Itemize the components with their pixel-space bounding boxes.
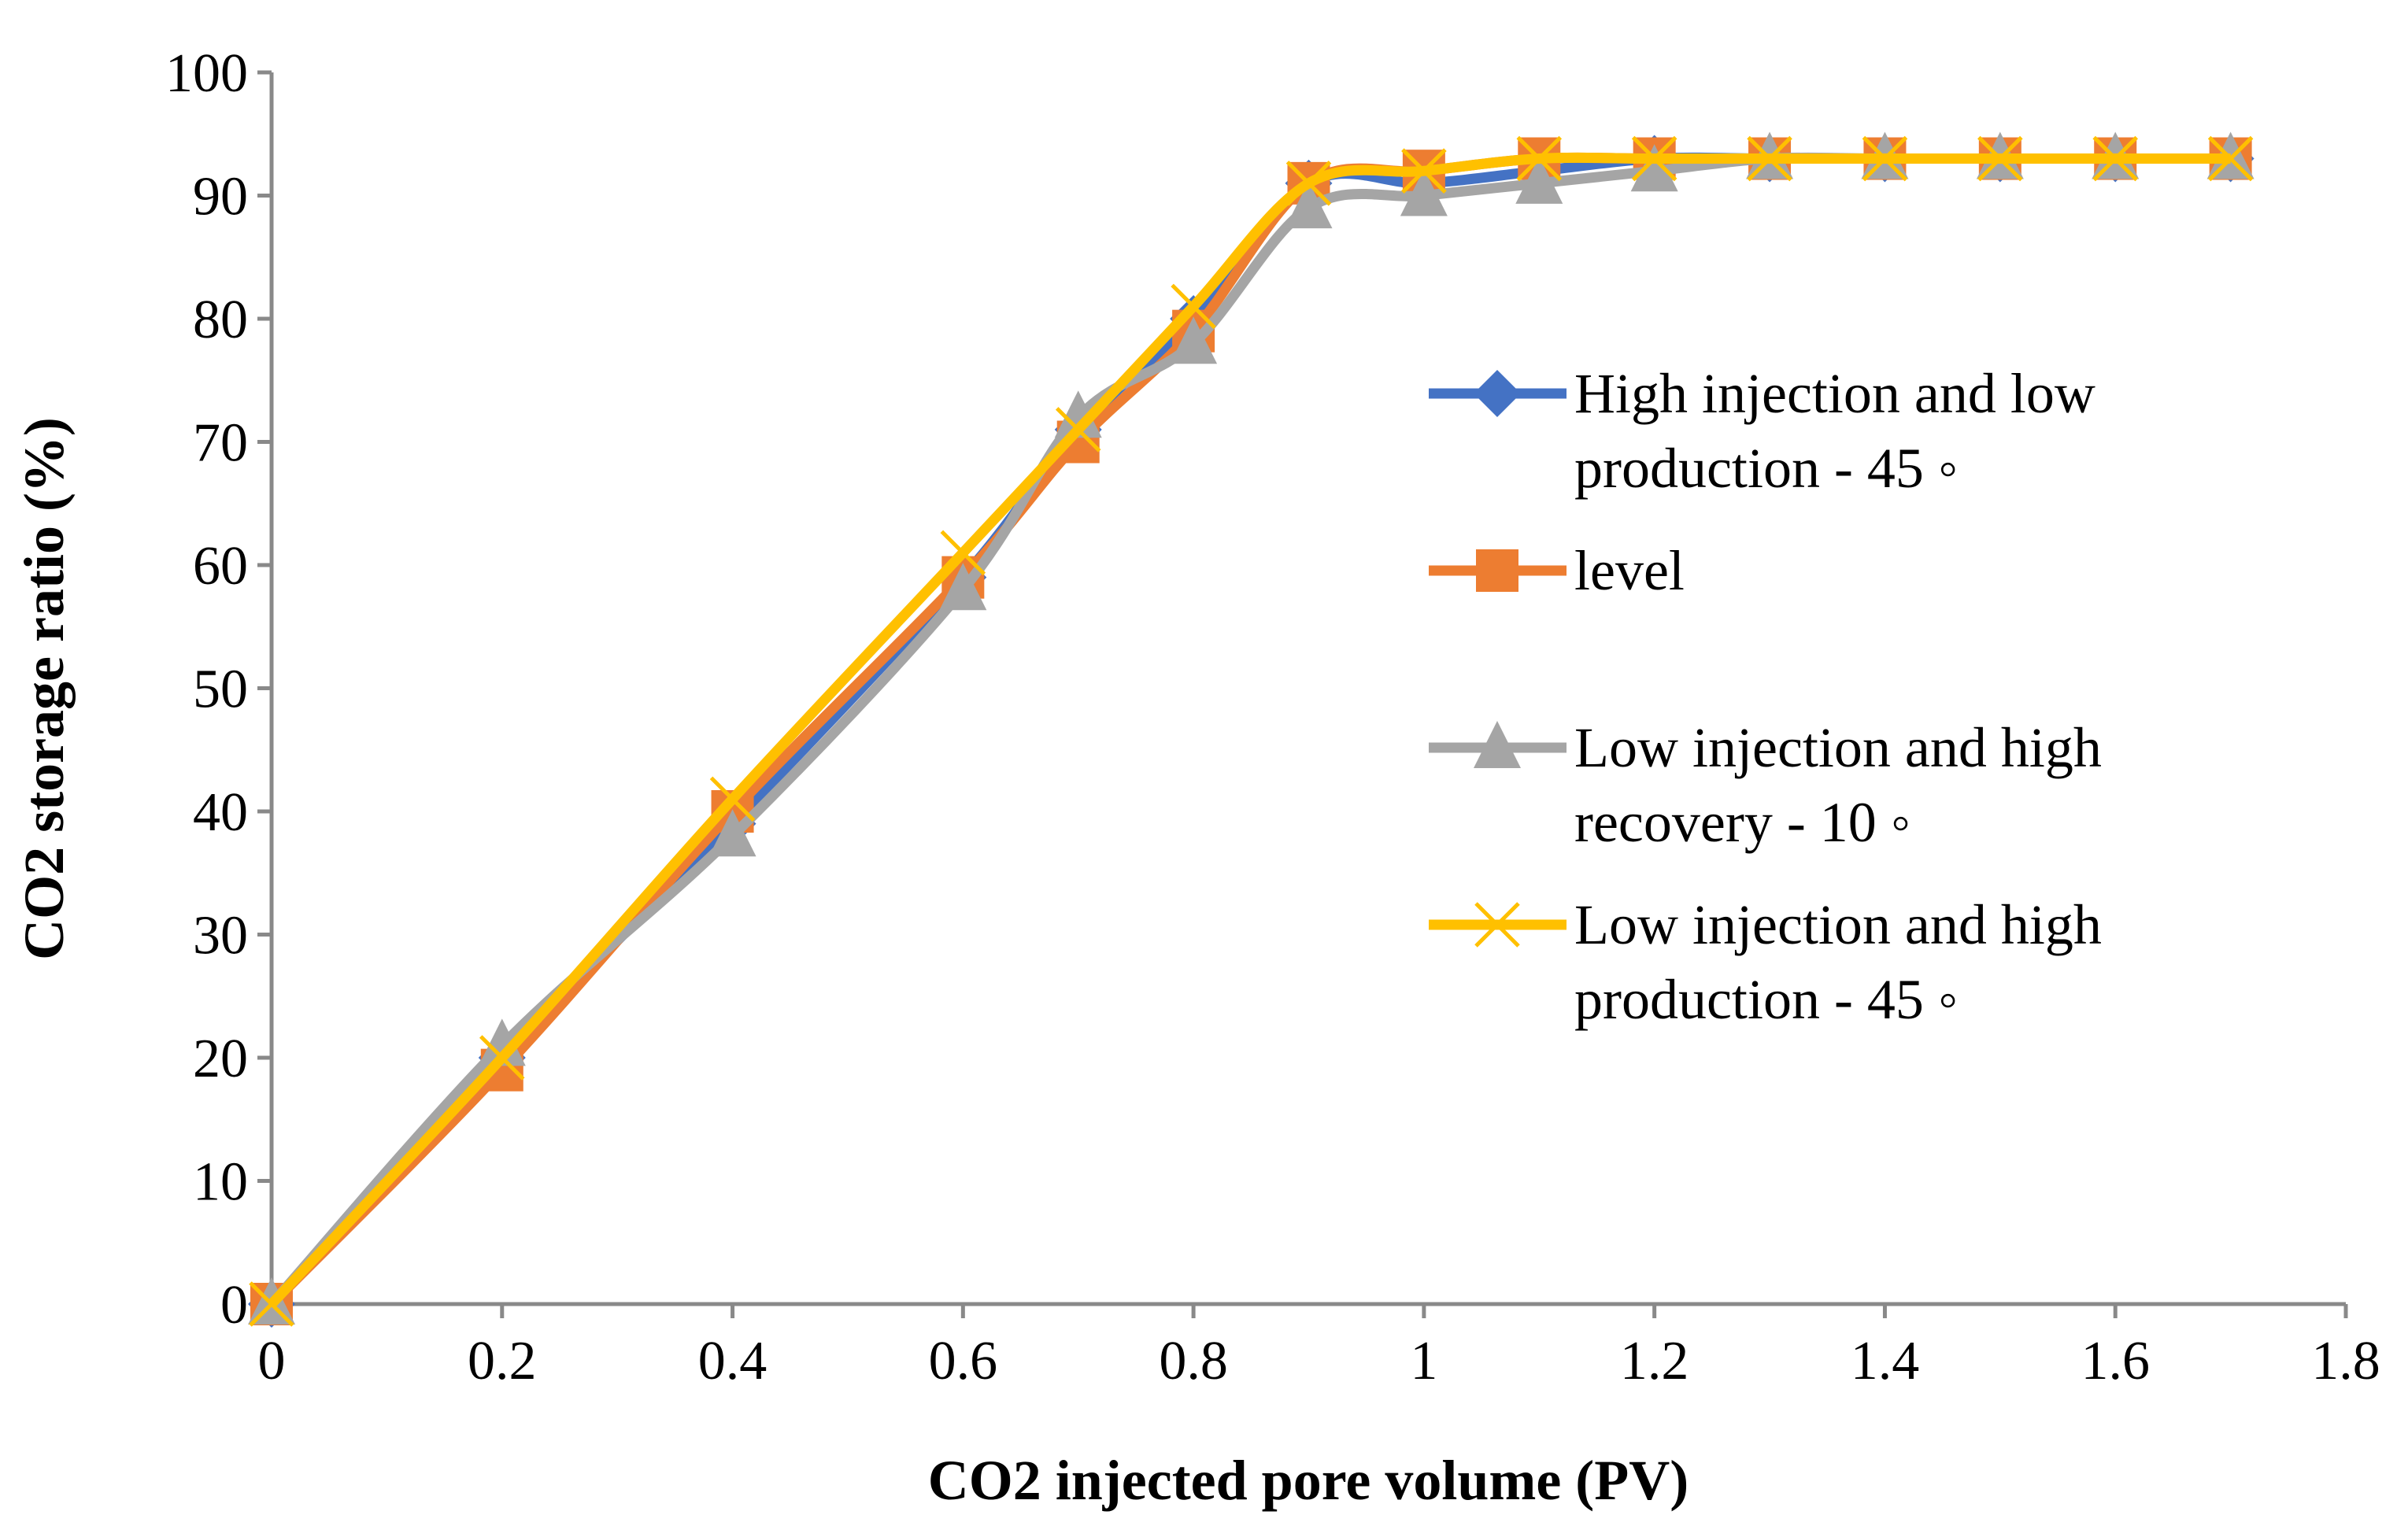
data-point: [1747, 135, 1792, 182]
data-point: [1400, 168, 1448, 216]
x-tick-label: 0.2: [468, 1331, 537, 1391]
x-tick-label: 0.8: [1159, 1331, 1228, 1391]
legend-label: High injection and low: [1574, 362, 2095, 425]
data-point: [709, 776, 756, 822]
y-tick-label: 20: [193, 1029, 248, 1089]
legend-marker: [1474, 902, 1520, 948]
legend: High injection and low production - 45 ◦ l…: [1429, 362, 2102, 1031]
y-tick-label: 60: [193, 536, 248, 597]
data-point: [2092, 135, 2138, 182]
x-tick-label: 1.2: [1620, 1331, 1689, 1391]
y-tick-label: 30: [193, 906, 248, 966]
data-point: [1516, 135, 1563, 182]
y-tick-label: 10: [193, 1152, 248, 1213]
legend-entry: level: [1429, 539, 1685, 602]
data-point: [1171, 283, 1216, 330]
x-tick-label: 1.8: [2311, 1331, 2380, 1391]
legend-entry: High injection and low production - 45 ◦: [1429, 362, 2095, 500]
y-tick-label: 40: [193, 782, 248, 843]
data-point: [479, 1035, 525, 1081]
data-point: [1285, 161, 1332, 206]
data-point: [1631, 135, 1677, 182]
legend-label: production - 45 ◦: [1574, 968, 1958, 1031]
legend-entry: Low injection and high production - 45 ◦: [1429, 893, 2102, 1031]
y-tick-label: 90: [193, 167, 248, 227]
series-group: [248, 131, 2254, 1328]
data-point: [1285, 181, 1333, 229]
x-tick-label: 0.4: [698, 1331, 768, 1391]
legend-marker: [1474, 721, 1521, 768]
data-point: [1862, 135, 1908, 182]
data-point: [249, 1281, 294, 1327]
y-tick-label: 50: [193, 660, 248, 720]
x-tick-label: 1.6: [2081, 1331, 2150, 1391]
data-point: [1630, 144, 1678, 192]
data-point: [1401, 148, 1447, 194]
y-tick-label: 80: [193, 290, 248, 350]
data-point: [708, 809, 756, 857]
data-point: [1170, 316, 1218, 364]
data-point: [1515, 156, 1563, 204]
legend-label: recovery - 10 ◦: [1574, 791, 1910, 854]
data-point: [478, 1018, 526, 1066]
data-point: [1977, 135, 2023, 182]
legend-label: level: [1574, 539, 1685, 602]
x-tick-label: 1.4: [1851, 1331, 1920, 1391]
y-tick-label: 100: [165, 43, 248, 104]
series-x: [249, 135, 2254, 1327]
data-point: [2207, 135, 2254, 182]
data-point: [940, 530, 986, 576]
y-axis-title: CO2 storage ratio (%): [13, 417, 76, 960]
legend-label: Low injection and high: [1574, 716, 2102, 779]
legend-label: production - 45 ◦: [1574, 437, 1958, 500]
x-axis-title: CO2 injected pore volume (PV): [928, 1449, 1689, 1512]
data-point: [939, 563, 987, 611]
axes: 0 0.2 0.4 0.6 0.8 1 1.2 1.4 1.6 1.8 0 10 20 30 40 50 60 7…: [165, 43, 2380, 1391]
x-tick-label: 0.6: [929, 1331, 998, 1391]
legend-marker: [1476, 549, 1518, 592]
data-point: [1055, 407, 1101, 453]
legend-marker: [1474, 370, 1521, 417]
data-point: [1054, 390, 1102, 438]
x-tick-label: 1: [1410, 1331, 1437, 1391]
y-tick-label: 70: [193, 413, 248, 474]
x-tick-label: 0: [258, 1331, 286, 1391]
legend-entry: Low injection and high recovery - 10 ◦: [1429, 716, 2102, 854]
legend-label: Low injection and high: [1574, 893, 2102, 956]
y-tick-label: 0: [220, 1275, 248, 1336]
